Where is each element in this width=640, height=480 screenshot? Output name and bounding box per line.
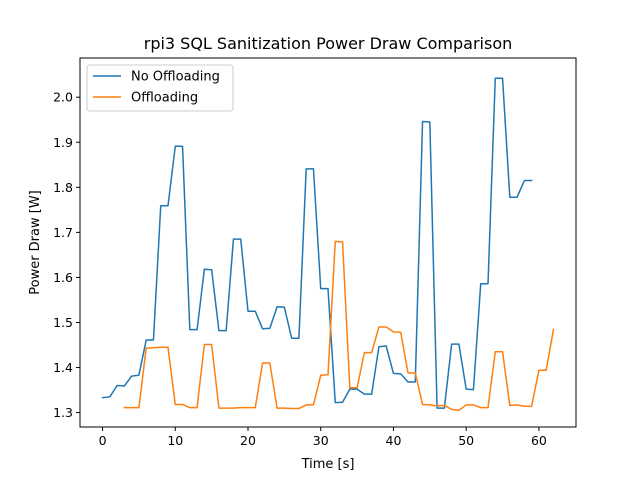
x-axis-ticks: 0 10 20 30 40 50 60 [99,427,547,448]
x-tick-label: 60 [531,433,547,448]
x-tick-label: 40 [386,433,402,448]
series-line-no-offloading [101,77,533,409]
y-tick-label: 1.3 [53,405,73,420]
y-tick-label: 1.6 [53,270,73,285]
x-tick-label: 20 [240,433,256,448]
plot-area-frame [79,57,577,428]
y-tick-label: 1.7 [53,225,73,240]
legend: No Offloading Offloading [86,64,234,112]
legend-label-offloading: Offloading [131,91,198,106]
y-tick-label: 1.8 [53,180,73,195]
x-tick-label: 0 [99,433,107,448]
y-axis-label: Power Draw [W] [28,190,43,295]
x-axis-label: Time [s] [301,457,355,472]
y-tick-label: 1.4 [53,360,73,375]
chart-title: rpi3 SQL Sanitization Power Draw Compari… [144,34,513,53]
y-tick-label: 1.9 [53,135,73,150]
y-tick-label: 2.0 [53,90,73,105]
y-axis-ticks: 1.3 1.4 1.5 1.6 1.7 1.8 1.9 2.0 [53,90,80,420]
series-line-offloading [123,240,555,412]
legend-box [86,64,234,112]
legend-label-no-offloading: No Offloading [131,70,220,85]
plot-lines [101,77,555,412]
x-tick-label: 10 [167,433,183,448]
x-tick-label: 30 [313,433,329,448]
y-tick-label: 1.5 [53,315,73,330]
x-tick-label: 50 [458,433,474,448]
